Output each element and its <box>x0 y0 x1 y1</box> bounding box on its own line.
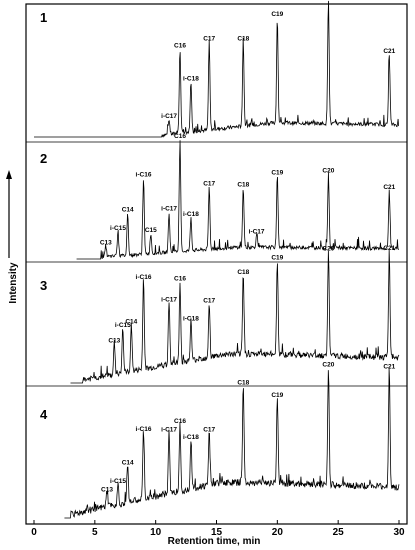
peak-label-c18: C18 <box>237 269 249 276</box>
peak-label-c18: C18 <box>237 182 249 189</box>
peak-label-i-c17: i-C17 <box>161 297 177 304</box>
peak-label-c17: C17 <box>203 426 215 433</box>
chromatogram-trace <box>64 368 400 519</box>
peak-label-c21: C21 <box>383 363 395 370</box>
peak-label-i-c18: i-C18 <box>183 316 199 323</box>
peak-label-c16: C16 <box>174 275 186 282</box>
peak-label-i-c17: i-C17 <box>249 229 265 236</box>
peak-label-c13: C13 <box>108 337 120 344</box>
panel-4: 4 C13 i-C15 C14 i-C16 i-C17 C16 i-C18 C17 C18 C19 C… <box>40 361 400 519</box>
peak-label-c19: C19 <box>271 392 283 399</box>
panel-2: 2 C13 i-C15 C14 i-C16 C15 i-C17 C16 i-C18 C17 C18 i… <box>40 133 399 260</box>
x-tick-label: 30 <box>393 527 405 538</box>
peak-label-c21: C21 <box>383 48 395 55</box>
peak-label-i-c15: i-C15 <box>110 478 126 485</box>
peak-label-i-c16: i-C16 <box>136 274 152 281</box>
peak-label-c14: C14 <box>125 318 137 325</box>
peak-label-i-c17: i-C17 <box>161 113 177 120</box>
peak-label-i-c15: i-C15 <box>110 225 126 232</box>
peak-label-c17: C17 <box>203 180 215 187</box>
peak-label-c18: C18 <box>237 36 249 43</box>
peak-label-c19: C19 <box>271 255 283 262</box>
peak-label-c15: C15 <box>145 227 157 234</box>
peak-label-i-c16: i-C16 <box>136 426 152 433</box>
peak-label-c18: C18 <box>237 380 249 387</box>
x-tick-label: 25 <box>333 527 345 538</box>
peak-label-i-c15: i-C15 <box>115 322 131 329</box>
peak-label-i-c18: i-C18 <box>183 434 199 441</box>
peak-label-c20: C20 <box>322 361 334 368</box>
panel-number: 3 <box>40 278 47 293</box>
peak-label-c16: C16 <box>174 418 186 425</box>
panel-number: 4 <box>40 407 48 422</box>
peak-label-i-c17: i-C17 <box>161 206 177 213</box>
peak-label-i-c18: i-C18 <box>183 211 199 218</box>
peak-label-c21: C21 <box>383 245 395 252</box>
peak-label-c20: C20 <box>322 168 334 175</box>
panel-number: 2 <box>40 151 47 166</box>
plot-frame <box>25 3 408 525</box>
peak-label-i-c17: i-C17 <box>161 427 177 434</box>
x-tick-label: 0 <box>31 527 37 538</box>
x-tick-label: 5 <box>92 527 98 538</box>
peak-label-c16: C16 <box>174 133 186 140</box>
peak-label-i-c16: i-C16 <box>136 172 152 179</box>
y-axis-arrow-head <box>6 170 12 179</box>
chromatogram-trace <box>34 0 400 138</box>
panel-number: 1 <box>40 10 47 25</box>
peak-label-c20: C20 <box>322 246 334 253</box>
peak-label-c13: C13 <box>100 239 112 246</box>
y-axis-title: Intensity <box>8 262 19 304</box>
x-tick-label: 15 <box>211 527 223 538</box>
peak-label-c19: C19 <box>271 169 283 176</box>
x-tick-label: 10 <box>150 527 162 538</box>
peak-label-c13: C13 <box>101 487 113 494</box>
peak-label-c14: C14 <box>122 459 134 466</box>
x-axis-title: Retention time, min <box>168 536 261 547</box>
peak-label-c19: C19 <box>271 11 283 18</box>
chromatogram-trace <box>70 249 400 384</box>
peak-label-i-c18: i-C18 <box>183 75 199 82</box>
peak-label-c16: C16 <box>174 43 186 50</box>
peak-label-c21: C21 <box>383 184 395 191</box>
peak-label-c17: C17 <box>203 297 215 304</box>
chromatogram-trace <box>76 140 399 260</box>
peak-label-c14: C14 <box>122 207 134 214</box>
x-tick-label: 20 <box>272 527 284 538</box>
peak-label-c17: C17 <box>203 36 215 43</box>
